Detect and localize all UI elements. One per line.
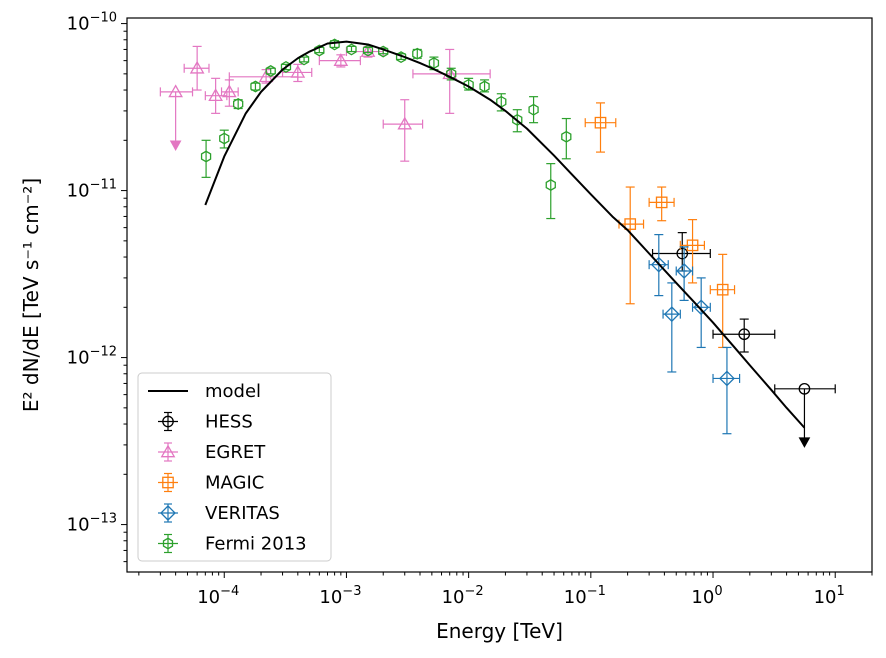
magic-point: [624, 218, 637, 230]
hess-point: [738, 328, 751, 341]
x-tick-label: 100: [691, 584, 722, 608]
egret-errorbar: [382, 99, 424, 162]
egret-point: [221, 84, 237, 98]
egret-point: [208, 88, 223, 102]
fermi-2013-point: [233, 98, 244, 110]
egret-errorbar: [318, 54, 361, 68]
legend-marker: [160, 444, 176, 458]
legend-label: HESS: [205, 412, 253, 433]
legend-marker: [160, 505, 176, 521]
x-axis-label: Energy [TeV]: [436, 619, 563, 643]
fermi-2013-errorbar: [546, 163, 556, 220]
veritas-errorbar: [712, 346, 741, 435]
legend-marker: [162, 476, 174, 489]
y-tick-label: 10−11: [67, 178, 117, 202]
veritas-point: [676, 263, 693, 279]
hess-point: [676, 247, 689, 260]
y-tick-label: 10−10: [67, 11, 117, 35]
legend-item-hess: HESS: [158, 412, 253, 433]
x-tick-label: 10−2: [442, 584, 484, 608]
fermi-2013-point: [412, 47, 423, 60]
legend-item-veritas: VERITAS: [158, 503, 280, 524]
egret-point: [168, 84, 183, 98]
legend: model HESS EGRET MAGIC VERITAS Fermi 2013: [137, 372, 332, 562]
x-tick-label: 10−1: [564, 584, 606, 608]
fermi-2013-point: [545, 179, 556, 191]
magic-point: [655, 196, 668, 209]
fermi-2013-point: [479, 80, 490, 93]
egret-point: [290, 64, 306, 78]
magic-errorbar: [648, 186, 675, 222]
magic-point: [716, 283, 729, 296]
veritas-series: [648, 233, 741, 435]
egret-errorbar: [183, 45, 210, 91]
veritas-point: [719, 370, 735, 387]
legend-marker: [162, 537, 174, 550]
y-axis-label: E² dN/dE [TeV s⁻¹ cm⁻²]: [19, 178, 43, 412]
x-tick-label: 10−3: [319, 584, 361, 608]
egret-errorbar: [159, 87, 194, 151]
legend-item-egret: EGRET: [158, 442, 266, 463]
fermi-2013-point: [561, 130, 572, 143]
hess-upper-limit-arrow: [798, 437, 811, 448]
fermi-2013-errorbar: [201, 139, 211, 178]
fermi-2013-errorbar: [529, 96, 539, 124]
fermi-2013-point: [463, 78, 474, 91]
x-tick-label: 101: [814, 584, 845, 608]
legend-item-fermi-2013: Fermi 2013: [158, 534, 307, 555]
legend-label: model: [205, 381, 261, 402]
fermi-2013-point: [200, 150, 212, 163]
legend-label: MAGIC: [205, 473, 264, 494]
fermi-2013-point: [346, 43, 357, 56]
x-tick-label: 10−4: [197, 584, 239, 608]
egret-point: [397, 116, 413, 130]
magic-series: [584, 102, 736, 349]
fermi-2013-point: [329, 38, 340, 51]
legend-label: Fermi 2013: [205, 534, 307, 555]
hess-errorbar: [712, 318, 776, 353]
fermi-2013-point: [428, 57, 440, 70]
magic-point: [594, 116, 607, 129]
y-tick-label: 10−12: [67, 345, 117, 369]
veritas-point: [663, 306, 680, 323]
legend-item-magic: MAGIC: [158, 473, 264, 494]
legend-item-model: model: [148, 381, 261, 402]
y-tick-label: 10−13: [67, 512, 117, 536]
legend-label: VERITAS: [205, 503, 280, 524]
legend-label: EGRET: [205, 442, 266, 463]
fermi-2013-point: [250, 80, 261, 93]
veritas-point: [650, 256, 667, 273]
fermi-2013-point: [265, 65, 276, 77]
egret-point: [189, 60, 205, 74]
fermi-2013-point: [219, 132, 230, 145]
fermi-2013-errorbar: [561, 117, 571, 160]
egret-upper-limit-arrow: [169, 140, 182, 151]
legend-frame: [137, 372, 332, 562]
egret-point: [333, 53, 349, 66]
model-line: [204, 40, 806, 429]
legend-marker: [162, 415, 174, 428]
fermi-2013-point: [395, 51, 407, 64]
fermi-2013-point: [378, 45, 389, 58]
fermi-2013-point: [314, 44, 325, 57]
plot-frame: [126, 17, 873, 573]
hess-point: [798, 382, 811, 395]
hess-errorbar: [774, 384, 836, 448]
fermi-2013-point: [528, 103, 539, 116]
magic-point: [686, 239, 699, 252]
fermi-2013-point: [512, 113, 523, 126]
veritas-errorbar: [662, 282, 681, 373]
